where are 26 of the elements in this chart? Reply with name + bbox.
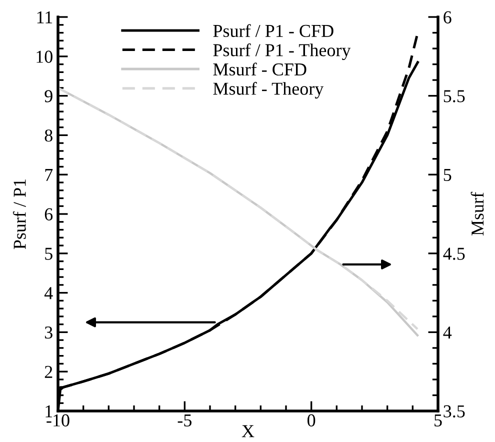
y2-tick-label: 4 (443, 326, 452, 338)
y2-tick-label: 3.5 (444, 405, 465, 418)
legend-label: Psurf / P1 - CFD (213, 24, 334, 38)
legend-label: Msurf - Theory (213, 82, 324, 99)
y-tick-label: 9 (44, 90, 52, 102)
legend-label: Msurf - CFD (213, 62, 306, 76)
x-axis-title: X (242, 425, 254, 438)
y-tick-label: 10 (36, 50, 52, 63)
x-tick-label: 5 (434, 414, 442, 426)
y-tick-label: 4 (44, 287, 53, 300)
y2-tick-label: 6 (444, 11, 452, 24)
legend-label: Psurf / P1 - Theory (213, 43, 351, 60)
y2-tick-label: 4.5 (443, 248, 465, 260)
y2-tick-label: 5 (444, 169, 452, 182)
y-tick-label: 8 (44, 129, 52, 142)
y2-axis-title: Msurf (470, 192, 484, 236)
y-tick-label: 6 (44, 208, 53, 220)
y-tick-label: 2 (44, 366, 52, 378)
y-tick-label: 11 (37, 11, 52, 24)
x-tick-label: -5 (178, 414, 192, 426)
y-tick-label: 5 (45, 248, 52, 260)
y-tick-label: 7 (45, 169, 53, 181)
y2-tick-label: 5.5 (444, 90, 465, 102)
x-tick-label: 0 (308, 414, 316, 426)
y-tick-label: 3 (44, 326, 52, 339)
y-axis-title: Psurf / P1 (12, 179, 26, 250)
